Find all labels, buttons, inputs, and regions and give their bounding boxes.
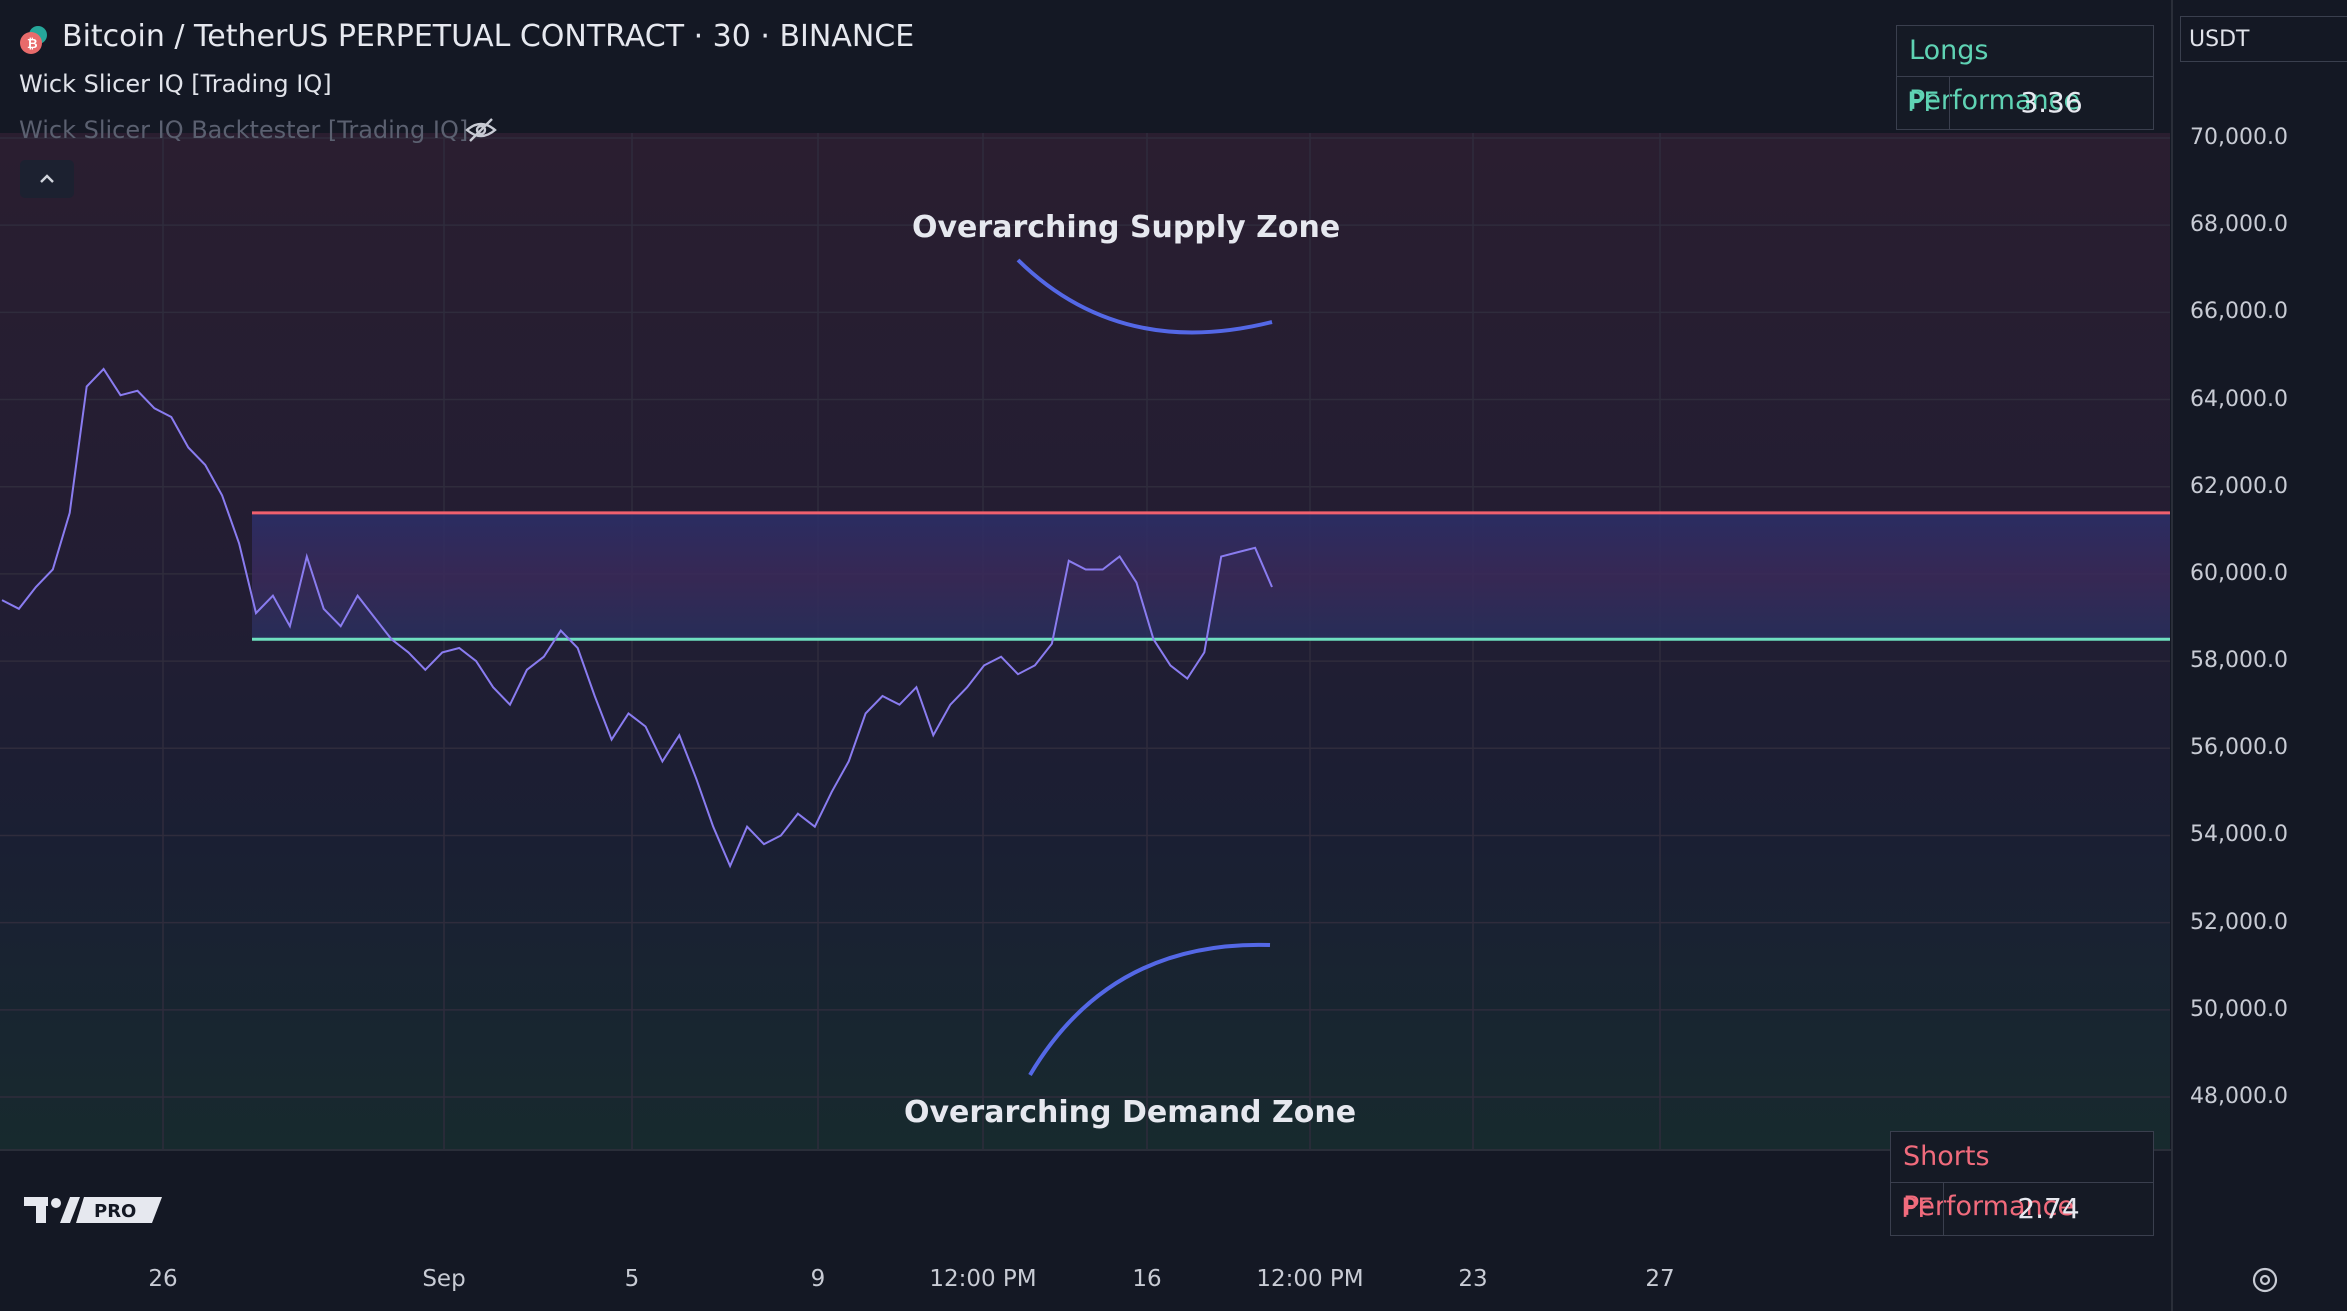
longs-performance-panel: Longs Performance PF 3.36 bbox=[1896, 25, 2154, 130]
time-tick-label: 16 bbox=[1132, 1266, 1162, 1292]
shorts-performance-title: Shorts Performance bbox=[1891, 1132, 2153, 1222]
bitcoin-icon: ₿ bbox=[20, 26, 47, 54]
svg-text:₿: ₿ bbox=[27, 37, 38, 52]
price-series-line bbox=[1, 367, 1273, 869]
price-tick-label: 66,000.0 bbox=[2190, 299, 2288, 325]
svg-text:PRO: PRO bbox=[94, 1201, 136, 1222]
longs-pf-value: 3.36 bbox=[2020, 86, 2083, 119]
price-tick-label: 50,000.0 bbox=[2190, 996, 2288, 1022]
plot-background bbox=[0, 133, 2170, 1150]
price-tick-label: 52,000.0 bbox=[2190, 909, 2288, 935]
longs-pf-key: PF bbox=[1897, 77, 1950, 129]
time-tick-label: 26 bbox=[148, 1266, 178, 1292]
longs-performance-title: Longs Performance bbox=[1897, 26, 2153, 116]
collapse-legend-button[interactable] bbox=[20, 160, 74, 198]
price-tick-label: 64,000.0 bbox=[2190, 386, 2288, 412]
time-tick-label: 12:00 PM bbox=[929, 1266, 1037, 1292]
symbol-title[interactable]: Bitcoin / TetherUS PERPETUAL CONTRACT · … bbox=[62, 19, 915, 54]
price-tick-label: 48,000.0 bbox=[2190, 1084, 2288, 1109]
demand-zone-label: Overarching Demand Zone bbox=[904, 1095, 1357, 1130]
shorts-pf-key: PF bbox=[1891, 1183, 1944, 1235]
price-tick-label: 58,000.0 bbox=[2190, 648, 2288, 674]
currency-selector[interactable]: USDT bbox=[2180, 16, 2347, 62]
tradingview-logo: PRO bbox=[24, 1197, 162, 1223]
price-tick-label: 62,000.0 bbox=[2190, 473, 2288, 499]
price-tick-label: 70,000.0 bbox=[2190, 125, 2288, 150]
gridlines bbox=[0, 133, 2170, 1150]
demand-arrow-curve bbox=[1028, 942, 1271, 1077]
hidden-eye-icon[interactable] bbox=[464, 116, 498, 144]
time-tick-label: 9 bbox=[810, 1266, 826, 1292]
time-tick-label: 12:00 PM bbox=[1256, 1266, 1364, 1292]
zone-band bbox=[252, 512, 2170, 640]
indicator-label-backtester[interactable]: Wick Slicer IQ Backtester [Trading IQ] bbox=[19, 116, 469, 144]
chevron-up-icon bbox=[40, 174, 54, 183]
price-tick-label: 60,000.0 bbox=[2190, 560, 2288, 586]
supply-zone-label: Overarching Supply Zone bbox=[912, 210, 1341, 245]
shorts-performance-panel: Shorts Performance PF 2.74 bbox=[1890, 1131, 2154, 1236]
time-tick-label: 23 bbox=[1458, 1266, 1488, 1292]
time-tick-label: 5 bbox=[624, 1266, 640, 1292]
shorts-pf-value: 2.74 bbox=[2017, 1192, 2080, 1225]
supply-arrow-curve bbox=[1016, 258, 1273, 335]
time-tick-label: 27 bbox=[1645, 1266, 1675, 1292]
settings-gear-icon[interactable] bbox=[2250, 1265, 2280, 1295]
time-tick-label: Sep bbox=[422, 1266, 466, 1292]
price-tick-label: 56,000.0 bbox=[2190, 735, 2288, 761]
indicator-label-wick-slicer[interactable]: Wick Slicer IQ [Trading IQ] bbox=[19, 70, 332, 98]
price-tick-label: 54,000.0 bbox=[2190, 822, 2288, 848]
price-tick-label: 68,000.0 bbox=[2190, 212, 2288, 238]
